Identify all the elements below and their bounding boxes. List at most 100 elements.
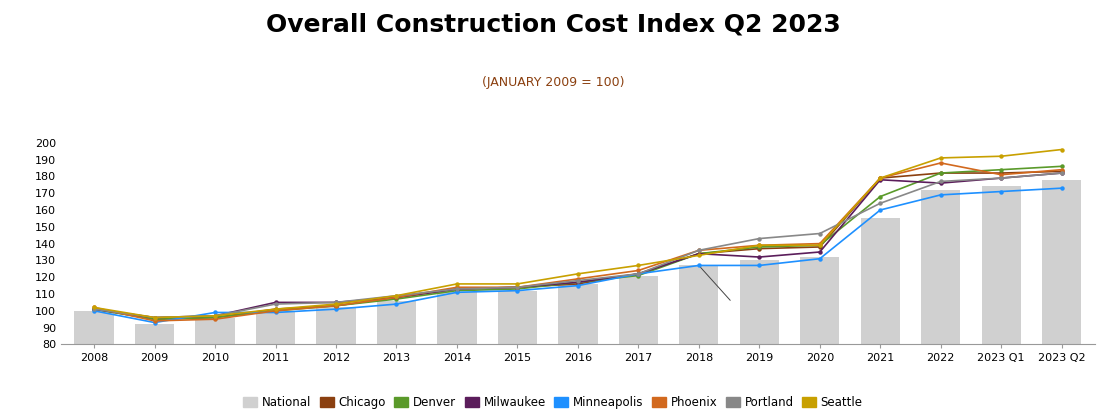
- Milwaukee: [450, 286, 463, 291]
- Portland: [813, 231, 826, 236]
- Text: (JANUARY 2009 = 100): (JANUARY 2009 = 100): [482, 76, 624, 89]
- Denver: [87, 307, 101, 312]
- Bar: [135, 324, 175, 344]
- Text: Overall Construction Cost Index Q2 2023: Overall Construction Cost Index Q2 2023: [265, 13, 841, 37]
- Seattle: [148, 315, 161, 320]
- Bar: [679, 265, 719, 344]
- Minneapolis: [389, 302, 403, 307]
- Denver: [692, 251, 706, 256]
- Minneapolis: [632, 271, 645, 276]
- Portland: [692, 248, 706, 253]
- Denver: [330, 303, 343, 308]
- Phoenix: [450, 285, 463, 290]
- Portland: [511, 285, 524, 290]
- Minneapolis: [87, 308, 101, 313]
- Milwaukee: [269, 300, 282, 305]
- Seattle: [450, 281, 463, 286]
- Seattle: [208, 313, 221, 318]
- Minneapolis: [148, 320, 161, 325]
- Seattle: [874, 176, 887, 181]
- Milwaukee: [692, 251, 706, 256]
- Portland: [1055, 171, 1068, 176]
- Milwaukee: [148, 315, 161, 320]
- Portland: [389, 293, 403, 298]
- Chicago: [389, 295, 403, 300]
- Phoenix: [148, 318, 161, 323]
- Chicago: [935, 171, 948, 176]
- Phoenix: [208, 317, 221, 322]
- Denver: [994, 167, 1008, 172]
- Minneapolis: [330, 307, 343, 312]
- Milwaukee: [208, 313, 221, 318]
- Phoenix: [330, 303, 343, 308]
- Denver: [208, 315, 221, 320]
- Portland: [450, 286, 463, 291]
- Milwaukee: [1055, 171, 1068, 176]
- Chicago: [208, 315, 221, 320]
- Bar: [1042, 180, 1082, 344]
- Bar: [196, 318, 234, 344]
- Denver: [935, 171, 948, 176]
- Milwaukee: [935, 181, 948, 186]
- Milwaukee: [330, 300, 343, 305]
- Minneapolis: [511, 288, 524, 293]
- Portland: [632, 271, 645, 276]
- Phoenix: [87, 305, 101, 310]
- Seattle: [935, 155, 948, 160]
- Milwaukee: [753, 255, 766, 260]
- Milwaukee: [571, 280, 584, 285]
- Minneapolis: [692, 263, 706, 268]
- Minneapolis: [753, 263, 766, 268]
- Denver: [813, 243, 826, 248]
- Portland: [269, 302, 282, 307]
- Portland: [874, 201, 887, 206]
- Milwaukee: [87, 307, 101, 312]
- Bar: [437, 292, 477, 344]
- Seattle: [994, 154, 1008, 159]
- Milwaukee: [389, 295, 403, 300]
- Chicago: [571, 281, 584, 286]
- Minneapolis: [450, 290, 463, 295]
- Denver: [632, 273, 645, 278]
- Seattle: [330, 302, 343, 307]
- Chicago: [994, 171, 1008, 176]
- Seattle: [269, 307, 282, 312]
- Chicago: [692, 251, 706, 256]
- Portland: [208, 313, 221, 318]
- Minneapolis: [994, 189, 1008, 194]
- Chicago: [632, 271, 645, 276]
- Bar: [255, 311, 295, 344]
- Bar: [559, 284, 597, 344]
- Line: Denver: Denver: [92, 164, 1064, 321]
- Phoenix: [753, 243, 766, 248]
- Phoenix: [692, 248, 706, 253]
- Chicago: [874, 176, 887, 181]
- Seattle: [87, 305, 101, 310]
- Portland: [571, 278, 584, 283]
- Line: Chicago: Chicago: [92, 169, 1064, 321]
- Seattle: [692, 253, 706, 258]
- Portland: [994, 176, 1008, 181]
- Phoenix: [813, 241, 826, 246]
- Chicago: [1055, 169, 1068, 174]
- Portland: [87, 307, 101, 312]
- Phoenix: [571, 276, 584, 281]
- Milwaukee: [511, 285, 524, 290]
- Phoenix: [1055, 167, 1068, 172]
- Milwaukee: [994, 176, 1008, 181]
- Bar: [981, 186, 1021, 344]
- Bar: [800, 257, 839, 344]
- Chicago: [450, 286, 463, 291]
- Phoenix: [269, 308, 282, 313]
- Bar: [740, 260, 779, 344]
- Line: Seattle: Seattle: [92, 147, 1064, 320]
- Milwaukee: [874, 177, 887, 182]
- Bar: [618, 276, 658, 344]
- Denver: [571, 280, 584, 285]
- Bar: [377, 301, 416, 344]
- Bar: [921, 190, 960, 344]
- Chicago: [330, 303, 343, 308]
- Chicago: [87, 307, 101, 312]
- Milwaukee: [813, 249, 826, 255]
- Portland: [148, 315, 161, 320]
